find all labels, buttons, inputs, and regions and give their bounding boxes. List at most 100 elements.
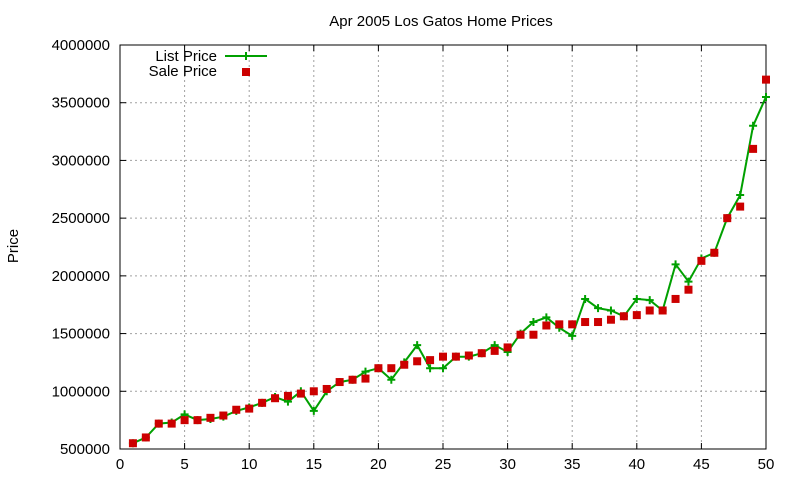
- sale-price-point: [141, 433, 150, 442]
- sale-price-point: [283, 391, 292, 400]
- y-tick-label: 3500000: [52, 95, 110, 112]
- list-price-point: [542, 313, 551, 322]
- sale-price-point: [361, 374, 370, 383]
- list-price-point: [749, 121, 758, 130]
- x-tick-label: 45: [693, 456, 710, 473]
- sale-price-point: [400, 360, 409, 369]
- sale-price-point: [645, 306, 654, 315]
- sale-price-point: [219, 411, 228, 420]
- list-price-point: [413, 341, 422, 350]
- legend-marker-sale-price: [242, 68, 250, 76]
- sale-price-point: [335, 378, 344, 387]
- sale-price-point: [348, 375, 357, 384]
- chart-title: Apr 2005 Los Gatos Home Prices: [329, 13, 552, 30]
- sale-price-point: [684, 285, 693, 294]
- sale-price-point: [555, 320, 564, 329]
- sale-price-point: [736, 202, 745, 211]
- list-price-point: [684, 277, 693, 286]
- list-price-point: [606, 306, 615, 315]
- x-tick-label: 35: [564, 456, 581, 473]
- list-price-point: [568, 331, 577, 340]
- list-price-point: [529, 318, 538, 327]
- list-price-point: [387, 375, 396, 384]
- legend-label-sale-price: Sale Price: [149, 63, 217, 80]
- sale-price-point: [503, 343, 512, 352]
- sale-price-point: [180, 416, 189, 425]
- sale-price-point: [619, 312, 628, 321]
- sale-price-point: [749, 144, 758, 153]
- x-tick-labels: 0 5 10 15 20 25 30 35 40 45 50: [116, 456, 775, 473]
- list-price-point: [736, 191, 745, 200]
- sale-price-point: [594, 318, 603, 327]
- list-price-point: [594, 304, 603, 313]
- sale-price-point: [529, 330, 538, 339]
- sale-price-point: [232, 405, 241, 414]
- sale-price-point: [568, 320, 577, 329]
- list-price-point: [361, 367, 370, 376]
- x-tick-label: 15: [305, 456, 322, 473]
- sale-price-point: [658, 306, 667, 315]
- list-price-point: [671, 260, 680, 269]
- sale-price-point: [451, 352, 460, 361]
- sale-price-point: [581, 318, 590, 327]
- sale-price-point: [206, 413, 215, 422]
- y-tick-label: 1500000: [52, 326, 110, 343]
- sale-price-point: [426, 356, 435, 365]
- sale-price-point: [516, 330, 525, 339]
- x-tick-label: 20: [370, 456, 387, 473]
- list-price-point: [439, 364, 447, 373]
- sale-price-point: [322, 384, 331, 393]
- sale-price-point: [374, 364, 383, 373]
- sale-price-point: [245, 404, 254, 413]
- y-tick-label: 1000000: [52, 383, 110, 400]
- y-tick-label: 2000000: [52, 268, 110, 285]
- sale-price-point: [309, 387, 318, 396]
- sale-price-point: [723, 214, 732, 223]
- sale-price-point: [632, 311, 641, 320]
- sale-price-point: [193, 416, 202, 425]
- sale-price-point: [167, 419, 176, 428]
- list-price-point: [762, 92, 770, 101]
- sale-price-point: [606, 315, 615, 324]
- sale-price-point: [154, 419, 163, 428]
- x-tick-label: 40: [628, 456, 645, 473]
- sale-price-point: [762, 75, 770, 84]
- chart-axes: [119, 44, 767, 450]
- sale-price-point: [128, 439, 137, 448]
- sale-price-point: [542, 321, 551, 330]
- y-axis-label: Price: [5, 229, 22, 263]
- sale-price-point: [439, 352, 447, 361]
- sale-price-point: [697, 256, 706, 265]
- chart-grid: [120, 45, 766, 449]
- y-tick-label: 2500000: [52, 210, 110, 227]
- sale-price-point: [710, 248, 719, 257]
- list-price-point: [309, 406, 318, 415]
- x-tick-label: 5: [180, 456, 188, 473]
- list-price-point: [426, 364, 435, 373]
- legend-label-list-price: List Price: [155, 48, 217, 65]
- y-tick-label: 500000: [60, 441, 110, 458]
- chart-series: [128, 75, 770, 448]
- legend-marker-list-price: [242, 52, 250, 60]
- list-price-point: [581, 294, 590, 303]
- sale-price-point: [490, 346, 499, 355]
- y-tick-label: 4000000: [52, 37, 110, 54]
- x-tick-label: 50: [758, 456, 775, 473]
- chart-legend: List Price Sale Price: [149, 48, 267, 80]
- sale-price-point: [464, 351, 473, 360]
- sale-price-point: [296, 389, 305, 398]
- x-tick-label: 25: [435, 456, 452, 473]
- y-tick-label: 3000000: [52, 152, 110, 169]
- sale-price-point: [413, 357, 422, 366]
- sale-price-point: [671, 294, 680, 303]
- sale-price-point: [477, 349, 486, 358]
- x-tick-label: 30: [499, 456, 516, 473]
- list-price-point: [645, 296, 654, 305]
- sale-price-point: [271, 394, 280, 403]
- y-tick-labels: 500000 1000000 1500000 2000000 2500000 300000…: [52, 37, 110, 458]
- list-price-point: [632, 294, 641, 303]
- sale-price-point: [258, 398, 267, 407]
- sale-price-point: [387, 364, 396, 373]
- x-tick-label: 0: [116, 456, 124, 473]
